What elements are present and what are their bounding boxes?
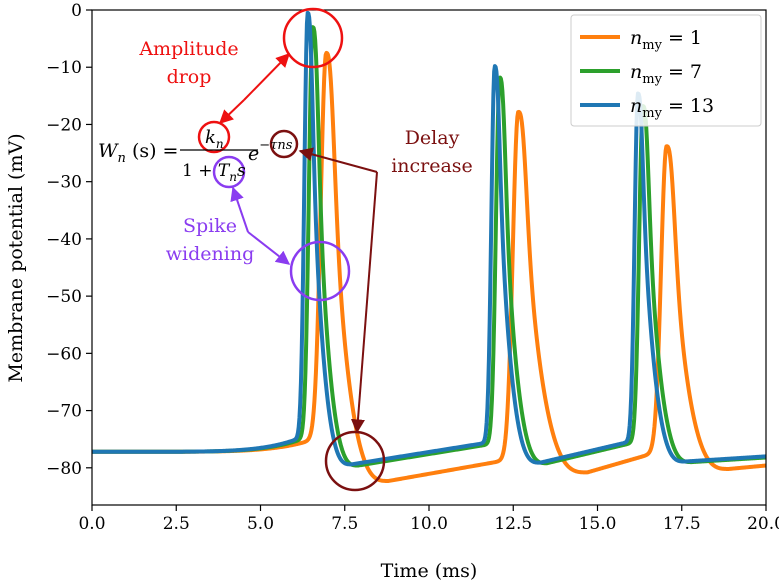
x-tick-label: 10.0 [410, 514, 448, 534]
drop-label: drop [167, 66, 212, 88]
formula-lhs: W [98, 140, 119, 162]
svg-text:e−τns: e−τns [248, 138, 293, 165]
spike-widening-circle [289, 240, 351, 302]
legend-label: nmy = 1 [630, 27, 702, 53]
formula-den-pre: 1 + [182, 161, 218, 181]
legend: nmy = 1 nmy = 7 nmy = 13 [570, 14, 762, 127]
amplitude-label: Amplitude [138, 38, 238, 60]
y-tick-label: −80 [46, 459, 82, 479]
delay-arrow-to-tau [298, 147, 378, 173]
formula-num: k [205, 127, 216, 148]
y-tick-label: −10 [46, 58, 82, 78]
formula-den-s: s [237, 161, 246, 181]
spike-label: Spike [183, 215, 237, 237]
series-layer [92, 10, 766, 483]
tn-circle [212, 155, 246, 189]
y-axis: 0 −10 −20 −30 −40 −50 −60 −70 −80 [46, 1, 92, 479]
legend-label: nmy = 7 [630, 61, 702, 87]
formula-den-sub: n [229, 170, 237, 184]
y-tick-label: −70 [46, 402, 82, 422]
amplitude-circle [282, 7, 344, 69]
tau-circle [269, 129, 299, 159]
x-tick-label: 12.5 [494, 514, 532, 534]
widening-arrow-to-curve [247, 231, 291, 265]
delay-arrow-to-trough [350, 171, 378, 434]
x-axis-title: Time (ms) [381, 560, 478, 582]
delay-label: Delay [405, 127, 460, 149]
x-tick-label: 2.5 [163, 514, 190, 534]
formula-lhs-sub: n [118, 151, 126, 166]
formula-exp-base: e [248, 143, 259, 165]
y-axis-title: Membrane potential (mV) [5, 133, 27, 382]
amplitude-arrow-to-peak [243, 52, 290, 101]
svg-text:kn: kn [205, 127, 224, 151]
legend-box [570, 14, 762, 127]
y-tick-label: −50 [46, 287, 82, 307]
kn-circle [197, 120, 231, 154]
y-tick-label: −60 [46, 344, 82, 364]
x-tick-label: 7.5 [331, 514, 358, 534]
y-tick-label: −40 [46, 230, 82, 250]
y-tick-label: −30 [46, 173, 82, 193]
formula-den-t: T [218, 161, 231, 181]
legend-label: nmy = 13 [630, 95, 714, 121]
widening-arrow-to-tn [230, 186, 249, 233]
series-line-2 [92, 10, 766, 467]
x-tick-label: 15.0 [579, 514, 617, 534]
x-axis: 0.0 2.5 5.0 7.5 10.0 12.5 15.0 17.5 20.0 [78, 505, 779, 534]
x-tick-label: 5.0 [247, 514, 274, 534]
x-tick-label: 17.5 [663, 514, 701, 534]
amplitude-arrow-to-kn [218, 99, 245, 124]
transfer-function-formula: Wn (s) = kn 1 + Tns e−τns [98, 127, 293, 184]
x-tick-label: 20.0 [747, 514, 779, 534]
widening-label: widening [166, 243, 254, 265]
y-tick-label: 0 [71, 1, 82, 21]
svg-text:1 + Tns: 1 + Tns [182, 161, 246, 184]
svg-text:Wn (s) =: Wn (s) = [98, 140, 178, 166]
formula-num-sub: n [216, 137, 224, 151]
formula-exp: −τns [259, 138, 292, 153]
increase-label: increase [391, 155, 473, 177]
formula-arg: (s) = [126, 140, 179, 162]
x-tick-label: 0.0 [78, 514, 105, 534]
y-tick-label: −20 [46, 115, 82, 135]
